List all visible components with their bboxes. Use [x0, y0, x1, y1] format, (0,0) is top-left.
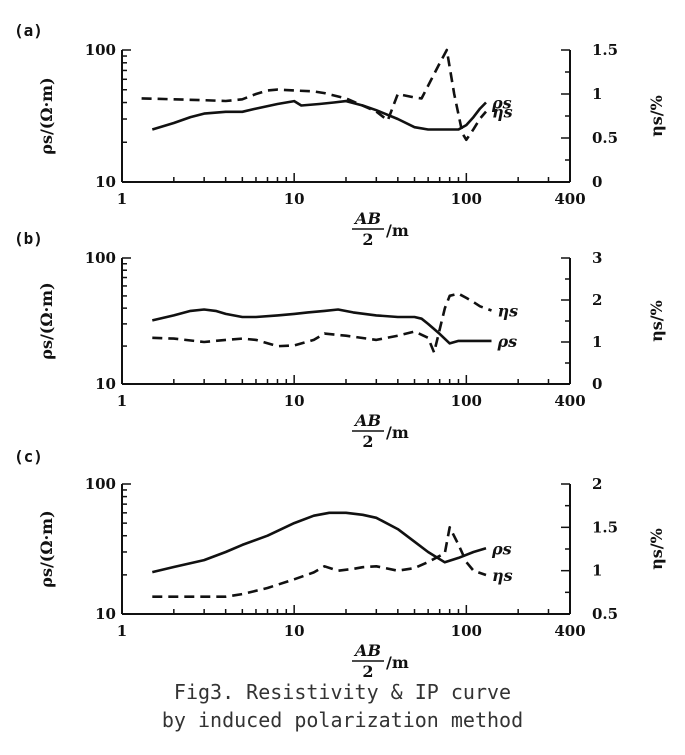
right-tick-label: 2 — [592, 291, 602, 309]
right-tick-label: 0.5 — [592, 605, 618, 623]
caption-line-2: by induced polarization method — [161, 708, 524, 732]
series-end-label: ηs — [492, 103, 513, 122]
right-tick-label: 1 — [592, 562, 602, 580]
x-axis-title-denominator: 2 — [362, 432, 373, 451]
panel-label: (c) — [14, 447, 43, 466]
x-axis-title-denominator: 2 — [362, 230, 373, 249]
eta-series-line — [152, 525, 487, 599]
x-axis-title-denominator: 2 — [362, 662, 373, 681]
right-tick-label: 0.5 — [592, 129, 618, 147]
rho-series-line — [151, 99, 487, 131]
x-axis-title-numerator: AB — [353, 209, 381, 228]
left-tick-label: 100 — [85, 249, 116, 267]
left-tick-label: 10 — [95, 173, 116, 191]
eta-series-line — [152, 292, 492, 354]
x-tick-label: 100 — [451, 190, 482, 208]
series-end-label: ρs — [491, 539, 512, 558]
right-axis-title: ηs/% — [647, 528, 666, 570]
right-tick-label: 1 — [592, 85, 602, 103]
x-axis-title-numerator: AB — [353, 411, 381, 430]
series-end-label: ρs — [497, 332, 518, 351]
eta-series-line — [141, 48, 487, 142]
left-tick-label: 10 — [95, 605, 116, 623]
x-tick-label: 1 — [117, 392, 127, 410]
series-end-label: ρs — [491, 94, 512, 113]
x-tick-label: 100 — [451, 622, 482, 640]
left-axis-title: ρs/(Ω·m) — [37, 282, 56, 359]
x-tick-label: 100 — [451, 392, 482, 410]
x-axis-title-unit: /m — [386, 423, 409, 442]
series-end-label: ηs — [498, 302, 519, 321]
right-tick-label: 1 — [592, 333, 602, 351]
x-axis-title-unit: /m — [386, 653, 409, 672]
caption-line-1: Fig3. Resistivity & IP curve — [173, 680, 512, 704]
right-tick-label: 0 — [592, 375, 602, 393]
x-tick-label: 10 — [284, 392, 305, 410]
series-end-label: ηs — [492, 566, 513, 585]
x-tick-label: 1 — [117, 622, 127, 640]
x-tick-label: 10 — [284, 622, 305, 640]
right-axis-title: ηs/% — [647, 95, 666, 137]
left-tick-label: 10 — [95, 375, 116, 393]
x-tick-label: 400 — [554, 190, 585, 208]
left-tick-label: 100 — [85, 475, 116, 493]
right-tick-label: 1.5 — [592, 41, 618, 59]
panel-label: (b) — [14, 229, 43, 248]
right-tick-label: 2 — [592, 475, 602, 493]
panel-label: (a) — [14, 21, 43, 40]
right-axis-title: ηs/% — [647, 300, 666, 342]
x-axis-title-numerator: AB — [353, 641, 381, 660]
x-tick-label: 400 — [554, 392, 585, 410]
right-tick-label: 3 — [592, 249, 602, 267]
x-tick-label: 400 — [554, 622, 585, 640]
rho-series-line — [151, 511, 487, 574]
x-axis-title-unit: /m — [386, 221, 409, 240]
x-tick-label: 1 — [117, 190, 127, 208]
rho-series-line — [152, 308, 492, 345]
right-tick-label: 1.5 — [592, 518, 618, 536]
left-tick-label: 100 — [85, 41, 116, 59]
left-axis-title: ρs/(Ω·m) — [37, 77, 56, 154]
right-tick-label: 0 — [592, 173, 602, 191]
left-axis-title: ρs/(Ω·m) — [37, 510, 56, 587]
x-tick-label: 10 — [284, 190, 305, 208]
